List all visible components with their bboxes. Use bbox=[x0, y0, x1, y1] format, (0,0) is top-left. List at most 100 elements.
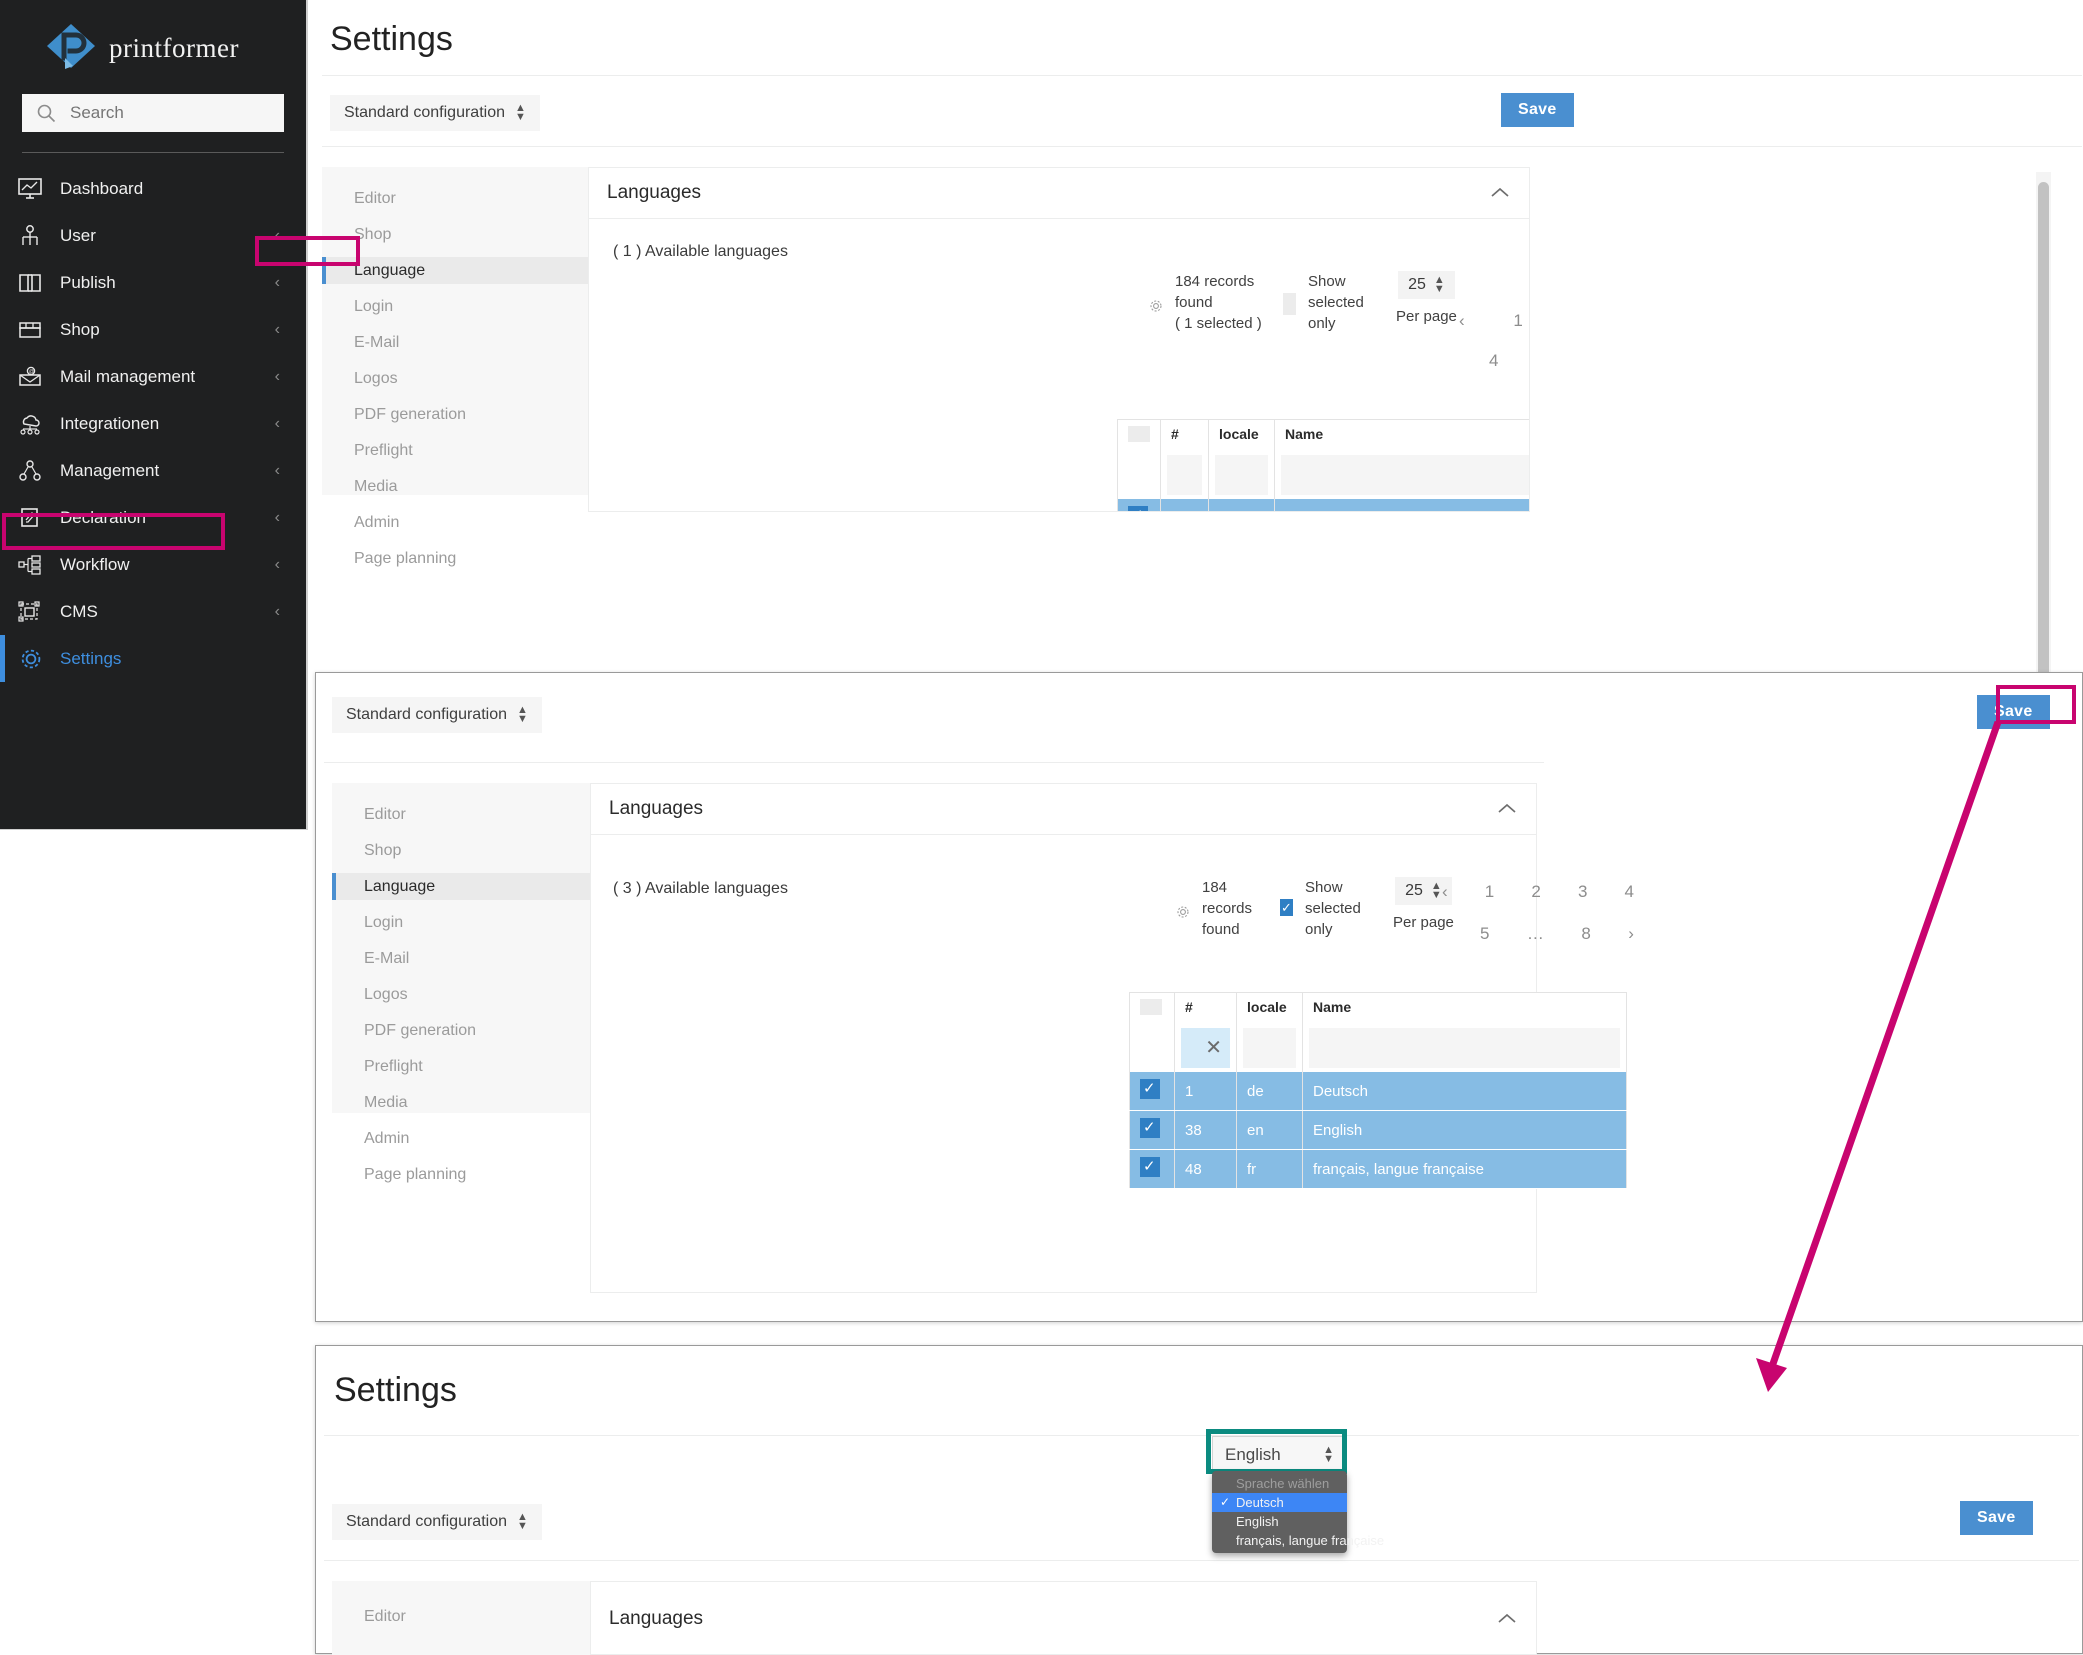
chevron-up-icon[interactable] bbox=[1489, 186, 1511, 200]
table-row[interactable]: 1 de Deutsch bbox=[1117, 499, 1529, 511]
sidebar-item-dashboard[interactable]: Dashboard bbox=[0, 165, 306, 212]
select-all-checkbox[interactable] bbox=[1140, 999, 1162, 1015]
configuration-select[interactable]: Standard configuration ▲ ▼ bbox=[332, 1504, 542, 1540]
vertical-scrollbar[interactable] bbox=[2036, 172, 2051, 832]
subnav-item-media[interactable]: Media bbox=[322, 473, 647, 500]
filter-cell-name[interactable] bbox=[1274, 451, 1529, 499]
clear-x-icon[interactable]: ✕ bbox=[1205, 1037, 1222, 1059]
subnav-item-logos[interactable]: Logos bbox=[332, 981, 657, 1008]
save-button[interactable]: Save bbox=[1960, 1501, 2033, 1535]
show-selected-only-checkbox[interactable] bbox=[1283, 293, 1296, 315]
pagination-prev[interactable]: ‹ bbox=[1442, 882, 1448, 901]
pagination-page-8[interactable]: 8 bbox=[1581, 924, 1591, 943]
dropdown-option-francais[interactable]: français, langue française bbox=[1236, 1533, 1385, 1548]
row-checkbox[interactable] bbox=[1128, 506, 1148, 511]
languages-card-header[interactable]: Languages bbox=[591, 784, 1536, 835]
sidebar-item-declaration[interactable]: Declaration ‹ bbox=[0, 494, 306, 541]
table-header-num[interactable]: # bbox=[1160, 419, 1209, 451]
dropdown-option-english[interactable]: English bbox=[1236, 1514, 1279, 1529]
chevron-up-icon[interactable] bbox=[1496, 1612, 1518, 1626]
table-header-name[interactable]: Name bbox=[1274, 419, 1529, 451]
table-header-locale[interactable]: locale bbox=[1208, 419, 1275, 451]
filter-cell-locale[interactable] bbox=[1208, 451, 1275, 499]
filter-input-num[interactable] bbox=[1167, 455, 1202, 495]
sidebar-item-cms[interactable]: CMS ‹ bbox=[0, 588, 306, 635]
subnav-item-logos[interactable]: Logos bbox=[322, 365, 647, 392]
sidebar-item-settings[interactable]: Settings bbox=[0, 635, 306, 682]
subnav-item-page-planning[interactable]: Page planning bbox=[322, 545, 647, 572]
filter-input-locale[interactable] bbox=[1215, 455, 1268, 495]
subnav-item-page-planning[interactable]: Page planning bbox=[332, 1161, 657, 1188]
subnav-item-shop[interactable]: Shop bbox=[332, 837, 657, 864]
subnav-item-email[interactable]: E-Mail bbox=[332, 945, 657, 972]
languages-card-header[interactable]: Languages bbox=[589, 168, 1529, 219]
search-box[interactable] bbox=[22, 94, 284, 132]
filter-cell-name[interactable] bbox=[1302, 1024, 1627, 1072]
row-checkbox-cell[interactable] bbox=[1117, 499, 1161, 511]
row-checkbox[interactable] bbox=[1140, 1079, 1160, 1099]
filter-input-locale[interactable] bbox=[1243, 1028, 1296, 1068]
subnav-item-admin[interactable]: Admin bbox=[332, 1125, 657, 1152]
select-all-checkbox[interactable] bbox=[1128, 426, 1150, 442]
configuration-select[interactable]: Standard configuration ▲ ▼ bbox=[332, 697, 542, 733]
row-checkbox[interactable] bbox=[1140, 1118, 1160, 1138]
sidebar-item-shop[interactable]: Shop ‹ bbox=[0, 306, 306, 353]
filter-input-name[interactable] bbox=[1309, 1028, 1620, 1068]
filter-cell-num[interactable]: ✕ bbox=[1174, 1024, 1237, 1072]
sidebar-item-user[interactable]: User ‹ bbox=[0, 212, 306, 259]
pagination-page-4[interactable]: 4 bbox=[1624, 882, 1634, 901]
language-select[interactable]: English ▲ ▼ bbox=[1212, 1436, 1347, 1474]
per-page-select[interactable]: 25 ▲ ▼ bbox=[1395, 877, 1452, 905]
sidebar-item-management[interactable]: Management ‹ bbox=[0, 447, 306, 494]
subnav-item-email[interactable]: E-Mail bbox=[322, 329, 647, 356]
search-input[interactable] bbox=[68, 102, 270, 124]
filter-input-name[interactable] bbox=[1281, 455, 1529, 495]
table-header-locale[interactable]: locale bbox=[1236, 992, 1303, 1024]
sidebar-item-workflow[interactable]: Workflow ‹ bbox=[0, 541, 306, 588]
subnav-item-editor[interactable]: Editor bbox=[332, 801, 657, 828]
configuration-select[interactable]: Standard configuration ▲ ▼ bbox=[330, 95, 540, 131]
gear-icon[interactable] bbox=[1149, 299, 1163, 313]
subnav-item-preflight[interactable]: Preflight bbox=[322, 437, 647, 464]
dropdown-option-deutsch[interactable]: Deutsch bbox=[1212, 1493, 1347, 1512]
pagination-next[interactable]: › bbox=[1628, 924, 1634, 943]
subnav-item-login[interactable]: Login bbox=[322, 293, 647, 320]
per-page-select[interactable]: 25 ▲ ▼ bbox=[1398, 271, 1455, 299]
subnav-item-editor[interactable]: Editor bbox=[322, 185, 647, 212]
subnav-item-pdf-generation[interactable]: PDF generation bbox=[322, 401, 647, 428]
pagination-page-3[interactable]: 3 bbox=[1577, 882, 1588, 901]
subnav-item-pdf-generation[interactable]: PDF generation bbox=[332, 1017, 657, 1044]
table-row[interactable]: 48 fr français, langue française bbox=[1129, 1149, 1627, 1189]
languages-card-header[interactable]: Languages bbox=[591, 1582, 1536, 1644]
row-checkbox-cell[interactable] bbox=[1129, 1110, 1175, 1150]
save-button[interactable]: Save bbox=[1977, 695, 2050, 729]
row-checkbox-cell[interactable] bbox=[1129, 1149, 1175, 1189]
subnav-item-preflight[interactable]: Preflight bbox=[332, 1053, 657, 1080]
sidebar-item-integrationen[interactable]: Integrationen ‹ bbox=[0, 400, 306, 447]
table-row[interactable]: 38 en English bbox=[1129, 1110, 1627, 1150]
subnav-item-shop[interactable]: Shop bbox=[322, 221, 647, 248]
pagination-page-1[interactable]: 1 bbox=[1513, 311, 1523, 330]
pagination-prev[interactable]: ‹ bbox=[1459, 311, 1465, 330]
table-header-num[interactable]: # bbox=[1174, 992, 1237, 1024]
show-selected-only-checkbox[interactable] bbox=[1280, 899, 1293, 916]
sidebar-item-mail-management[interactable]: @ Mail management ‹ bbox=[0, 353, 306, 400]
scrollbar-thumb[interactable] bbox=[2038, 182, 2049, 812]
pagination-page-5[interactable]: 5 bbox=[1480, 924, 1490, 943]
language-dropdown-menu[interactable]: Sprache wählen Deutsch English français,… bbox=[1212, 1471, 1385, 1553]
subnav-item-admin[interactable]: Admin bbox=[322, 509, 647, 536]
brand-logo[interactable]: printformer bbox=[0, 0, 306, 94]
chevron-up-icon[interactable] bbox=[1496, 802, 1518, 816]
table-header-name[interactable]: Name bbox=[1302, 992, 1627, 1024]
subnav-item-media[interactable]: Media bbox=[332, 1089, 657, 1116]
table-row[interactable]: 1 de Deutsch bbox=[1129, 1072, 1627, 1111]
filter-input-num[interactable]: ✕ bbox=[1181, 1028, 1230, 1068]
gear-icon[interactable] bbox=[1176, 905, 1190, 919]
pagination-page-4[interactable]: 4 bbox=[1489, 351, 1499, 370]
filter-cell-locale[interactable] bbox=[1236, 1024, 1303, 1072]
row-checkbox[interactable] bbox=[1140, 1157, 1160, 1177]
sidebar-item-publish[interactable]: Publish ‹ bbox=[0, 259, 306, 306]
pagination-page-2[interactable]: 2 bbox=[1531, 882, 1541, 901]
pagination-page-1[interactable]: 1 bbox=[1484, 882, 1495, 901]
filter-cell-num[interactable] bbox=[1160, 451, 1209, 499]
